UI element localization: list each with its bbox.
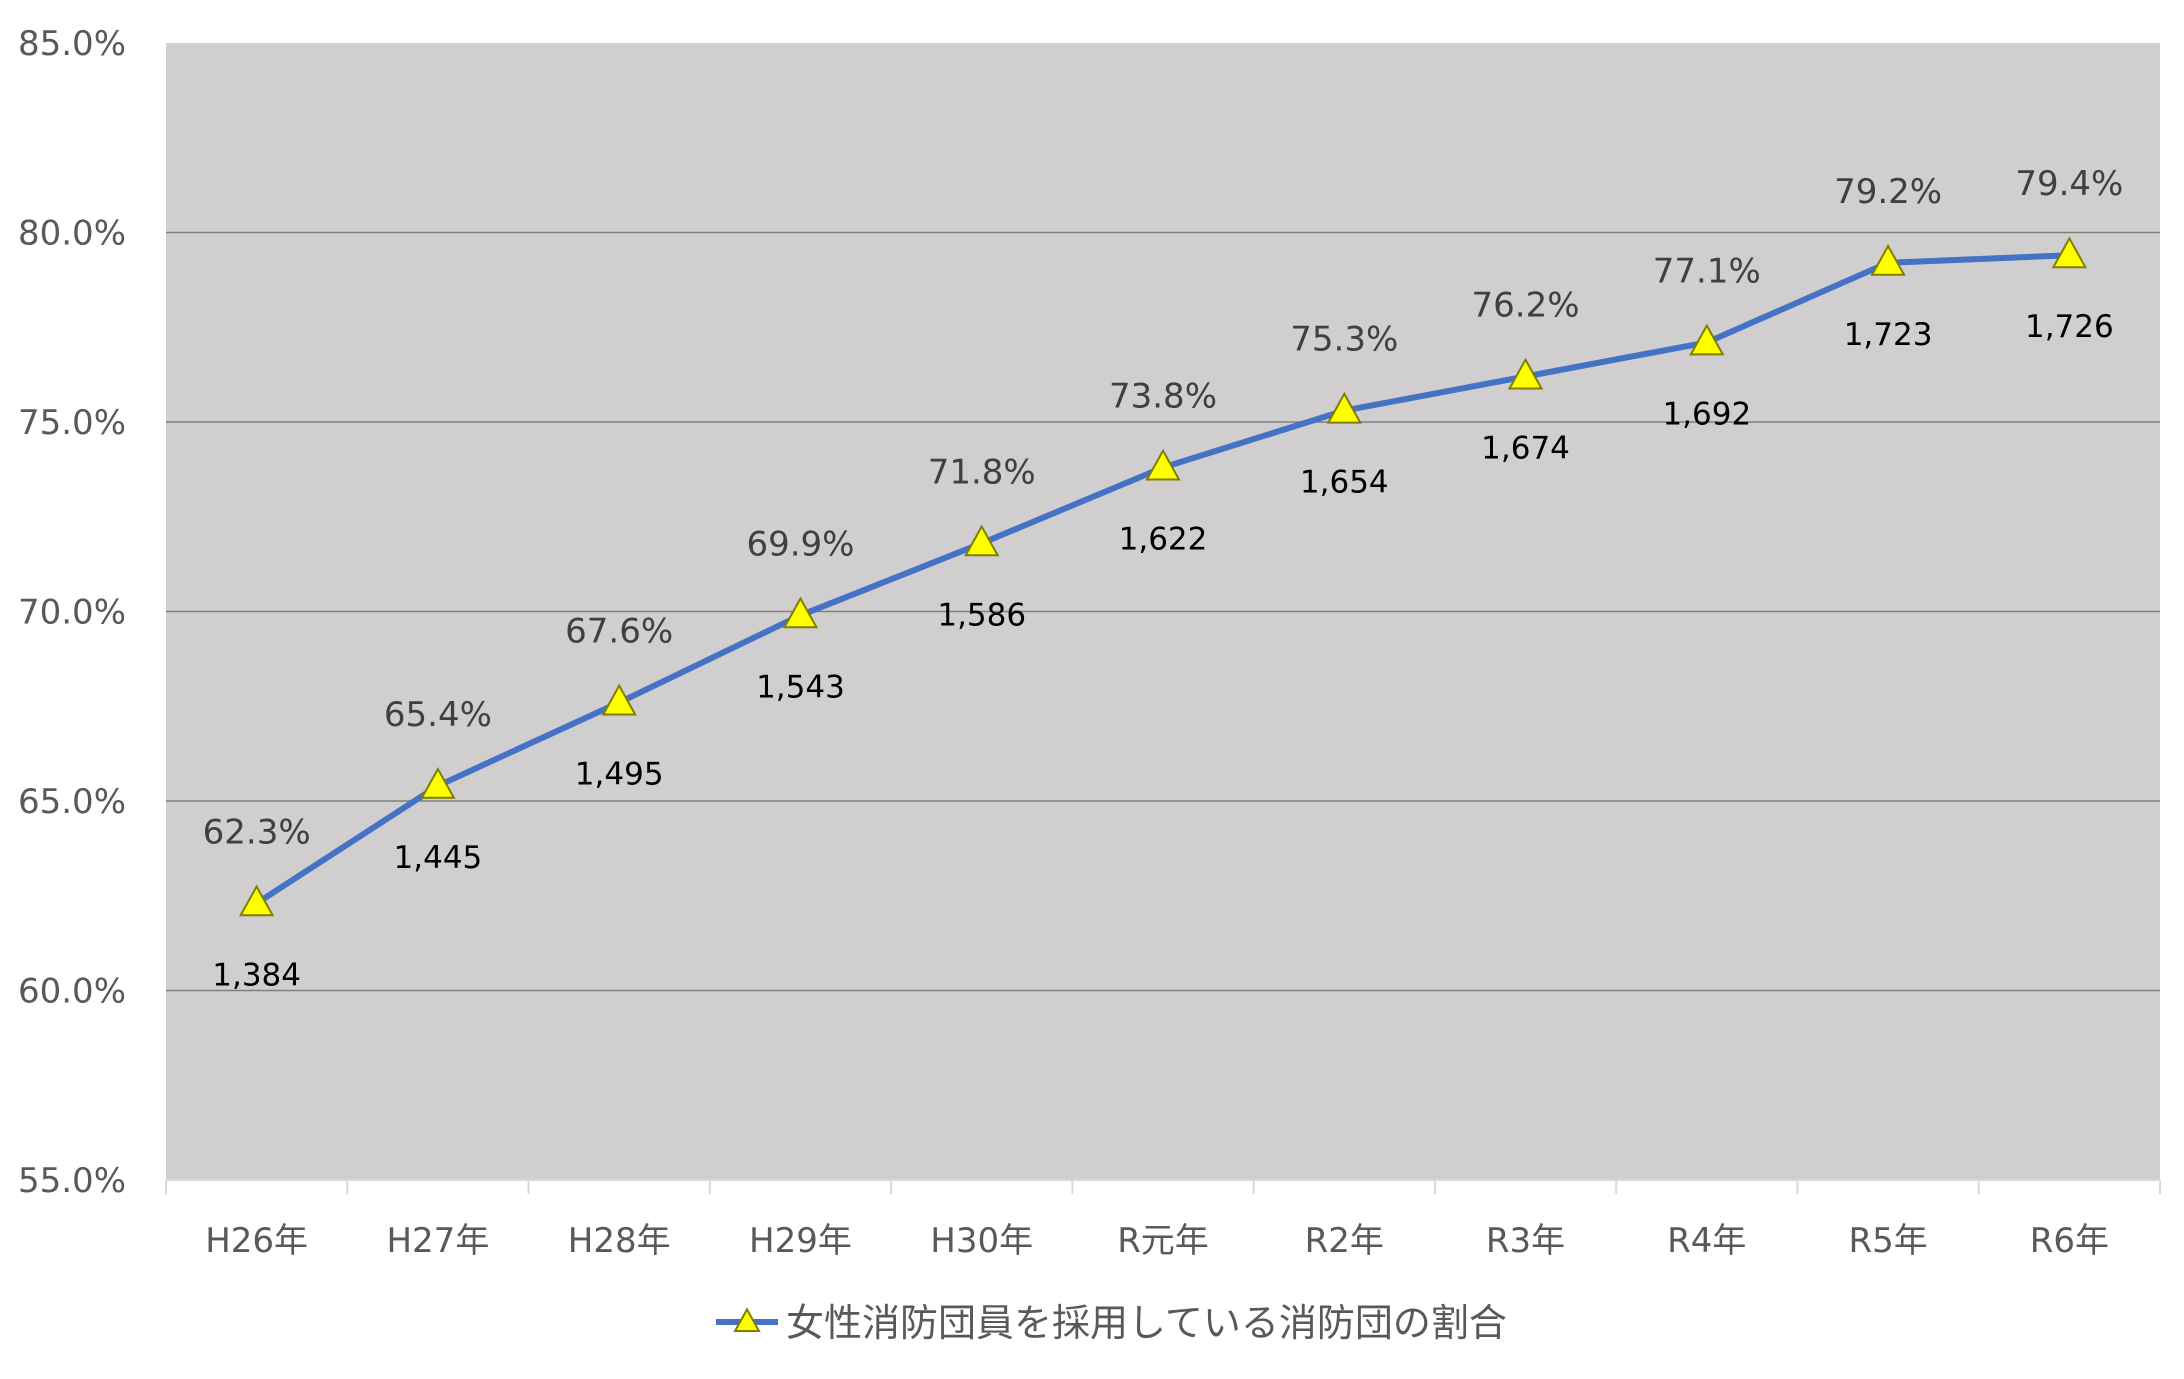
percent-data-label: 69.9% — [746, 524, 854, 564]
y-tick-label: 70.0% — [18, 593, 126, 633]
legend: 女性消防団員を採用している消防団の割合 — [716, 1301, 1507, 1345]
data-point-marker — [782, 596, 819, 629]
percent-data-label: 71.8% — [928, 452, 1036, 492]
y-tick-label: 60.0% — [18, 972, 126, 1012]
data-point-marker — [1870, 243, 1906, 276]
percent-data-label: 65.4% — [384, 695, 492, 735]
percent-data-label: 79.2% — [1834, 172, 1942, 212]
count-data-label: 1,495 — [575, 756, 664, 792]
data-point-marker — [601, 683, 637, 716]
x-tick-label: R3年 — [1486, 1221, 1565, 1261]
count-data-label: 1,445 — [394, 840, 483, 876]
x-tick-label: H29年 — [749, 1221, 852, 1261]
legend-label: 女性消防団員を採用している消防団の割合 — [786, 1301, 1507, 1345]
percent-data-label: 73.8% — [1109, 376, 1217, 416]
data-point-marker — [420, 766, 456, 799]
count-data-label: 1,622 — [1119, 521, 1208, 557]
count-data-label: 1,692 — [1662, 396, 1751, 432]
data-labels: 62.3% 1,384 65.4% 1,445 67.6% 1,495 69.9% 1,543… — [203, 164, 2124, 993]
legend-triangle-marker — [733, 1307, 761, 1332]
gridlines — [166, 231, 2160, 992]
x-axis: H26年 H27年 H28年 H29年 H30年 R元年 R2年 R3年 R4年 R5年 R6年 — [165, 1179, 2161, 1261]
percent-data-label: 76.2% — [1472, 286, 1580, 326]
y-tick-label: 55.0% — [18, 1161, 126, 1201]
y-tick-label: 85.0% — [18, 24, 126, 64]
percent-data-label: 75.3% — [1290, 320, 1398, 360]
x-tick-label: H26年 — [205, 1221, 308, 1261]
x-tick-label: R2年 — [1305, 1221, 1384, 1261]
percent-data-label: 77.1% — [1653, 251, 1761, 291]
x-tick-label: H27年 — [386, 1221, 489, 1261]
data-point-marker — [1689, 323, 1725, 356]
percent-data-label: 62.3% — [203, 812, 311, 852]
data-point-marker — [1145, 448, 1181, 481]
count-data-label: 1,543 — [756, 669, 845, 705]
x-tick-label: R4年 — [1667, 1221, 1746, 1261]
percent-data-label: 67.6% — [565, 611, 673, 651]
x-tick-label: H28年 — [568, 1221, 671, 1261]
y-tick-label: 65.0% — [18, 782, 126, 822]
data-point-marker — [964, 524, 1000, 557]
data-point-marker — [1507, 357, 1544, 390]
count-data-label: 1,586 — [937, 597, 1026, 633]
x-tick-label: R元年 — [1117, 1221, 1209, 1261]
markers — [238, 236, 2088, 917]
count-data-label: 1,723 — [1844, 317, 1933, 353]
y-tick-label: 80.0% — [18, 214, 126, 254]
y-tick-label: 75.0% — [18, 403, 126, 443]
data-point-marker — [1326, 391, 1362, 424]
percent-data-label: 79.4% — [2015, 164, 2123, 204]
count-data-label: 1,674 — [1481, 431, 1570, 467]
count-data-label: 1,384 — [212, 957, 301, 993]
x-tick-label: R6年 — [2030, 1221, 2109, 1261]
y-axis: 55.0% 60.0% 65.0% 70.0% 75.0% 80.0% 85.0% — [18, 24, 126, 1201]
data-point-marker — [2051, 236, 2088, 269]
count-data-label: 1,654 — [1300, 465, 1389, 501]
data-point-marker — [238, 884, 275, 917]
x-tick-label: R5年 — [1848, 1221, 1927, 1261]
x-tick-label: H30年 — [930, 1221, 1033, 1261]
count-data-label: 1,726 — [2025, 309, 2114, 345]
